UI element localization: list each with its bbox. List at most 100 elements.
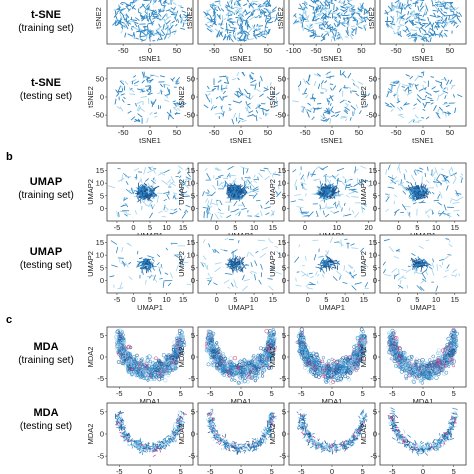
scatter-mark [426,208,431,213]
scatter-mark [354,282,362,285]
scatter-mark [425,23,431,28]
scatter-mark [127,369,130,373]
scatter-mark [401,84,409,87]
scatter-mark [167,179,171,184]
scatter-mark [185,204,191,208]
scatter-mark [157,359,162,364]
scatter-mark [341,23,346,27]
scatter-mark [233,35,236,40]
scatter-mark [215,167,219,170]
y-tick-label: 5 [191,191,195,200]
scatter-mark [445,22,449,28]
scatter-mark [387,24,389,28]
scatter-mark [142,376,147,381]
scatter-mark [360,203,367,205]
scatter-mark [149,375,153,379]
scatter-mark [419,185,424,191]
scatter-mark [446,87,449,91]
scatter-mark [175,264,179,272]
scatter-mark [330,87,333,91]
scatter-mark [317,273,320,277]
scatter-mark [247,23,249,30]
scatter-mark [206,173,211,180]
scatter-mark [442,4,446,9]
scatter-mark [230,0,233,5]
scatter-mark [136,195,140,201]
scatter-mark [266,8,273,14]
scatter-mark [134,118,140,123]
scatter-mark [117,340,121,344]
scatter-mark [413,103,418,106]
scatter-mark [316,107,323,110]
scatter-mark [260,34,267,39]
scatter-mark [432,170,437,177]
scatter-mark [450,274,456,277]
scatter-mark [242,362,247,367]
scatter-mark [397,25,402,28]
scatter-mark [354,166,357,174]
scatter-mark [351,190,358,193]
scatter-mark [157,266,164,269]
scatter-mark [235,210,242,216]
scatter-mark [356,12,361,15]
scatter-mark [329,179,331,184]
scatter-mark [441,21,447,24]
scatter-mark [343,0,346,5]
scatter-mark [129,3,133,5]
scatter-mark [172,340,177,345]
scatter-mark [346,26,349,34]
scatter-mark [156,371,161,376]
scatter-mark [177,337,182,342]
scatter-mark [421,272,426,280]
scatter-mark [412,107,416,110]
scatter-mark [298,244,301,248]
scatter-mark [422,108,426,111]
scatter-mark [438,258,445,262]
scatter-points [202,165,282,221]
scatter-mark [432,258,434,263]
scatter-mark [263,112,269,115]
scatter-mark [220,248,227,252]
scatter-mark [394,273,399,277]
scatter-mark [220,106,224,113]
scatter-mark [127,359,131,363]
scatter-mark [139,190,143,199]
x-tick-label: 15 [179,295,187,304]
y-tick-label: -50 [366,111,377,120]
x-tick-label: 0 [239,46,243,55]
scatter-mark [277,12,279,16]
scatter-mark [174,16,178,22]
scatter-mark [248,27,253,33]
scatter-mark [166,29,169,34]
scatter-mark [455,192,458,197]
scatter-mark [396,106,401,112]
scatter-mark [183,183,190,189]
scatter-mark [147,194,152,202]
scatter-mark [164,355,169,359]
scatter-mark [126,6,130,11]
scatter-mark [315,8,321,11]
scatter-mark [442,175,446,181]
scatter-mark [333,190,340,195]
scatter-mark [148,274,153,279]
scatter-points [114,328,187,383]
scatter-mark [342,8,349,12]
x-tick-label: 0 [306,295,310,304]
scatter-mark [127,21,129,27]
scatter-mark [418,28,422,33]
scatter-mark [406,180,410,184]
scatter-mark [390,179,397,185]
scatter-mark [239,117,244,120]
scatter-mark [158,210,163,214]
scatter-mark [401,86,405,88]
scatter-mark [116,360,121,364]
scatter-mark [325,0,329,4]
scatter-mark [307,29,314,32]
scatter-mark [294,179,297,187]
scatter-mark [425,5,429,12]
scatter-mark [127,189,133,192]
scatter-mark [327,16,332,19]
scatter-mark [313,80,317,87]
scatter-mark [423,80,427,84]
